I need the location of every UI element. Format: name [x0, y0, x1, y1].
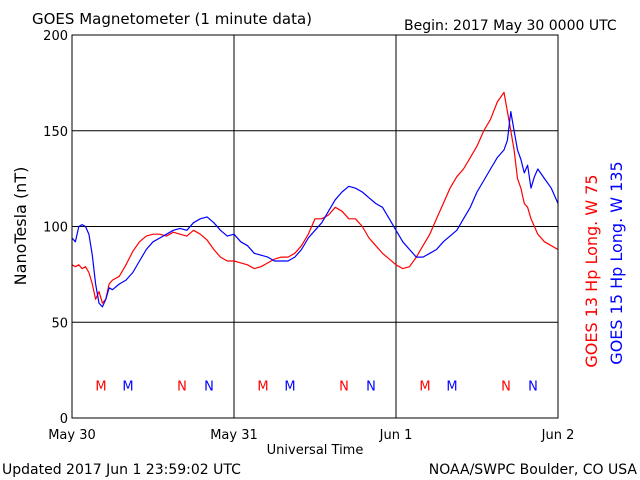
- station-marker-n: N: [339, 379, 349, 394]
- station-marker-n: N: [366, 379, 376, 394]
- station-marker-m: M: [419, 379, 430, 394]
- y-tick-label: 200: [43, 29, 68, 44]
- station-markers: M N M N M NM N M N M N: [95, 379, 537, 394]
- station-marker-m: M: [95, 379, 106, 394]
- y-tick-label: 100: [43, 221, 68, 236]
- station-marker-n: N: [501, 379, 511, 394]
- x-tick-label: Jun 1: [379, 428, 413, 443]
- station-marker-n: N: [204, 379, 214, 394]
- series-layer: [71, 91, 559, 308]
- series-goes15-line: [71, 110, 559, 308]
- x-axis-label: Universal Time: [267, 443, 364, 458]
- station-marker-n: N: [528, 379, 538, 394]
- x-axis: May 30 May 31 Jun 1 Jun 2: [48, 428, 574, 443]
- y-tick-label: 50: [51, 316, 68, 331]
- station-marker-m: M: [284, 379, 295, 394]
- x-tick-label: Jun 2: [541, 428, 575, 443]
- y-tick-label: 0: [60, 412, 68, 427]
- footer-updated: Updated 2017 Jun 1 23:59:02 UTC: [2, 462, 241, 478]
- chart-title: GOES Magnetometer (1 minute data): [32, 10, 312, 28]
- grid: [72, 35, 558, 418]
- y-axis-label: NanoTesla (nT): [11, 167, 30, 286]
- footer-credit: NOAA/SWPC Boulder, CO USA: [429, 462, 638, 478]
- y-tick-label: 150: [43, 125, 68, 140]
- legend-goes15: GOES 15 Hp Long. W 135: [607, 161, 626, 364]
- series-goes13-line: [71, 91, 559, 304]
- legend-goes13: GOES 13 Hp Long. W 75: [582, 174, 601, 367]
- station-marker-m: M: [257, 379, 268, 394]
- station-marker-n: N: [177, 379, 187, 394]
- plot-frame: [71, 34, 559, 419]
- station-marker-m: M: [446, 379, 457, 394]
- x-tick-label: May 31: [210, 428, 258, 443]
- x-tick-label: May 30: [48, 428, 96, 443]
- y-axis: 0 50 100 150 200: [43, 29, 68, 427]
- begin-label: Begin: 2017 May 30 0000 UTC: [404, 18, 617, 34]
- station-marker-m: M: [122, 379, 133, 394]
